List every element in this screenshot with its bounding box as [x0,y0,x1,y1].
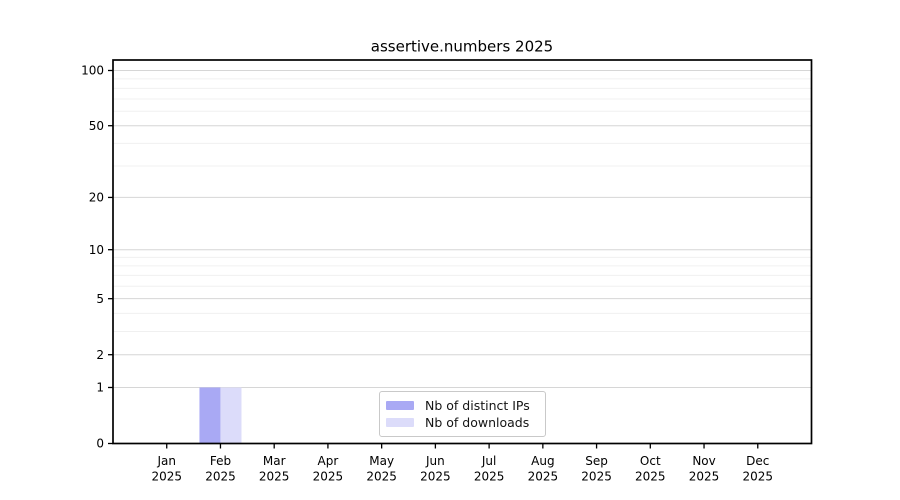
x-tick-label-year: 2025 [635,470,666,484]
x-tick-label-year: 2025 [259,470,290,484]
x-tick-label-month: Jul [481,454,496,468]
minor-gridlines [113,78,812,332]
x-tick-label-month: May [369,454,394,468]
y-tick-label: 1 [96,381,104,395]
bar-series [199,387,242,444]
x-tick-label-month: Sep [585,454,608,468]
y-tick-label: 20 [89,191,104,205]
y-tick-label: 50 [89,119,104,133]
x-tick-label-month: Oct [640,454,661,468]
legend-swatch-distinct-ips [386,401,414,410]
major-gridlines [113,69,812,388]
x-tick-label-year: 2025 [742,470,773,484]
legend-swatch-downloads [386,418,414,427]
y-tick-label: 5 [96,292,104,306]
x-tick-label-year: 2025 [420,470,451,484]
x-tick-label-year: 2025 [581,470,612,484]
x-tick-label-year: 2025 [689,470,720,484]
y-tick-label: 0 [96,437,104,451]
x-tick-label-month: Apr [318,454,339,468]
bar-distinct-ips-feb-2025 [199,387,221,444]
legend-item-distinct-ips: Nb of distinct IPs [386,397,536,414]
x-tick-label-month: Mar [263,454,286,468]
x-axis: Jan 2025 Feb 2025 Mar 2025 Apr 2025 May 2025 Jun 20… [151,443,773,484]
legend: Nb of distinct IPs Nb of downloads [379,391,546,437]
x-tick-label-month: Nov [692,454,715,468]
legend-item-downloads: Nb of downloads [386,414,536,431]
x-tick-label-month: Jan [156,454,176,468]
x-tick-label-month: Jun [425,454,445,468]
x-tick-label-year: 2025 [366,470,397,484]
x-tick-label-month: Aug [531,454,554,468]
bar-downloads-feb-2025 [220,387,242,444]
x-tick-label-year: 2025 [528,470,559,484]
legend-label-downloads: Nb of downloads [425,415,530,430]
x-tick-label-month: Feb [210,454,231,468]
x-tick-label-year: 2025 [151,470,182,484]
x-tick-label-month: Dec [746,454,769,468]
x-tick-label-year: 2025 [474,470,505,484]
y-tick-label: 100 [81,64,104,78]
legend-label-distinct-ips: Nb of distinct IPs [425,398,530,413]
plot-frame [112,59,813,445]
y-tick-label: 10 [89,243,104,257]
y-tick-label: 2 [96,348,104,362]
x-tick-label-year: 2025 [313,470,344,484]
chart-title: assertive.numbers 2025 [371,38,553,56]
x-tick-label-year: 2025 [205,470,236,484]
y-axis: 0 1 2 5 10 20 50 100 [81,64,113,451]
